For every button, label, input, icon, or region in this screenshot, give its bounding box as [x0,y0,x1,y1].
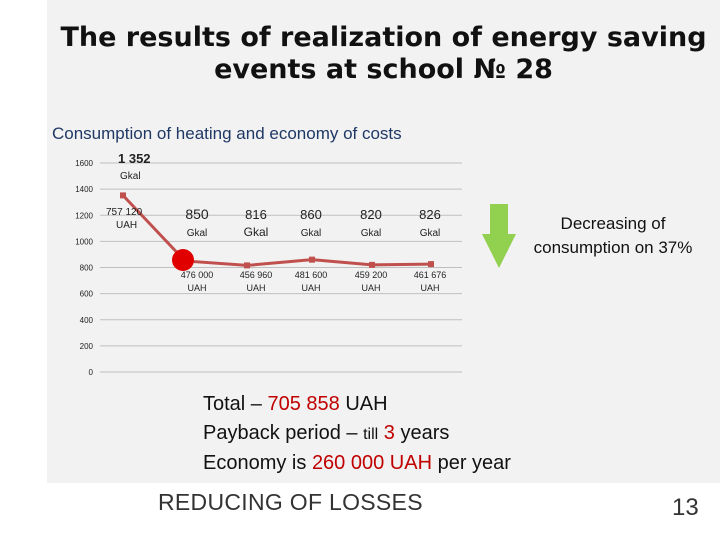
y-tick-label: 1600 [75,159,93,168]
total-prefix: Total – [203,393,268,415]
cost-label: 461 676 [414,270,447,280]
consumption-label: 820 [360,207,382,222]
total-suffix: UAH [339,393,388,415]
decrease-line-2: consumption on 37% [533,238,693,257]
cost-label: 456 960 [240,270,273,280]
unit-label: Gkal [361,228,382,239]
cost-label: 481 600 [295,270,328,280]
chart-subtitle: Consumption of heating and economy of co… [52,124,402,143]
cost-label: 476 000 [181,270,214,280]
slide-title: The results of realization of energy sav… [47,22,720,86]
payback-suffix: years [394,422,450,444]
cost-label: 757 120 [106,207,143,218]
cost-unit-label: UAH [187,283,206,293]
cost-unit-label: UAH [301,283,320,293]
highlight-circle [172,249,194,271]
data-point-marker [244,262,250,269]
consumption-line [121,194,432,267]
consumption-label: 850 [185,206,209,222]
decrease-note: Decreasing of consumption on 37% [518,212,708,260]
summary-economy: Economy is 260 000 UAH per year [203,449,511,478]
summary-block: Total – 705 858 UAH Payback period – til… [203,390,511,478]
economy-value: 260 000 UAH [311,452,433,474]
slide-number: 13 [672,494,699,521]
data-point-marker [120,192,126,199]
economy-suffix: per year [432,452,511,474]
payback-prefix: Payback period – [203,422,364,444]
cost-label: 459 200 [355,270,388,280]
y-tick-label: 400 [80,316,94,325]
consumption-label: 826 [419,207,441,222]
summary-total: Total – 705 858 UAH [203,390,511,419]
data-point-marker [309,256,315,263]
total-value: 705 858 [267,393,340,415]
payback-value: 3 [383,422,395,444]
consumption-label: 816 [245,207,267,222]
y-tick-label: 1200 [75,211,93,220]
y-tick-label: 1400 [75,185,93,194]
unit-label: Gkal [244,225,269,239]
cost-unit-label: UAH [420,283,439,293]
payback-till: till [363,426,379,443]
economy-prefix: Economy is [203,452,312,474]
unit-label: Gkal [301,228,322,239]
cost-unit-label: UAH [361,283,380,293]
title-line-1: The results of realization of energy sav… [60,22,707,53]
y-tick-label: 0 [89,368,94,377]
down-arrow-icon [482,204,516,268]
cost-unit-label: UAH [246,283,265,293]
footer-text: REDUCING OF LOSSES [158,489,423,515]
consumption-label: 860 [300,207,322,222]
title-line-2: events at school № 28 [214,54,553,85]
y-tick-label: 200 [80,342,94,351]
data-point-marker [428,261,434,268]
unit-label: Gkal [420,228,441,239]
consumption-label: 1 352 [118,151,151,166]
cost-unit-label: UAH [116,220,137,231]
unit-label: Gkal [120,171,141,182]
summary-payback: Payback period – till 3 years [203,419,511,449]
y-tick-label: 800 [80,264,94,273]
y-tick-label: 600 [80,290,94,299]
data-point-marker [369,261,375,268]
unit-label: Gkal [187,228,208,239]
y-tick-label: 1000 [75,237,93,246]
decrease-line-1: Decreasing of [560,214,666,233]
